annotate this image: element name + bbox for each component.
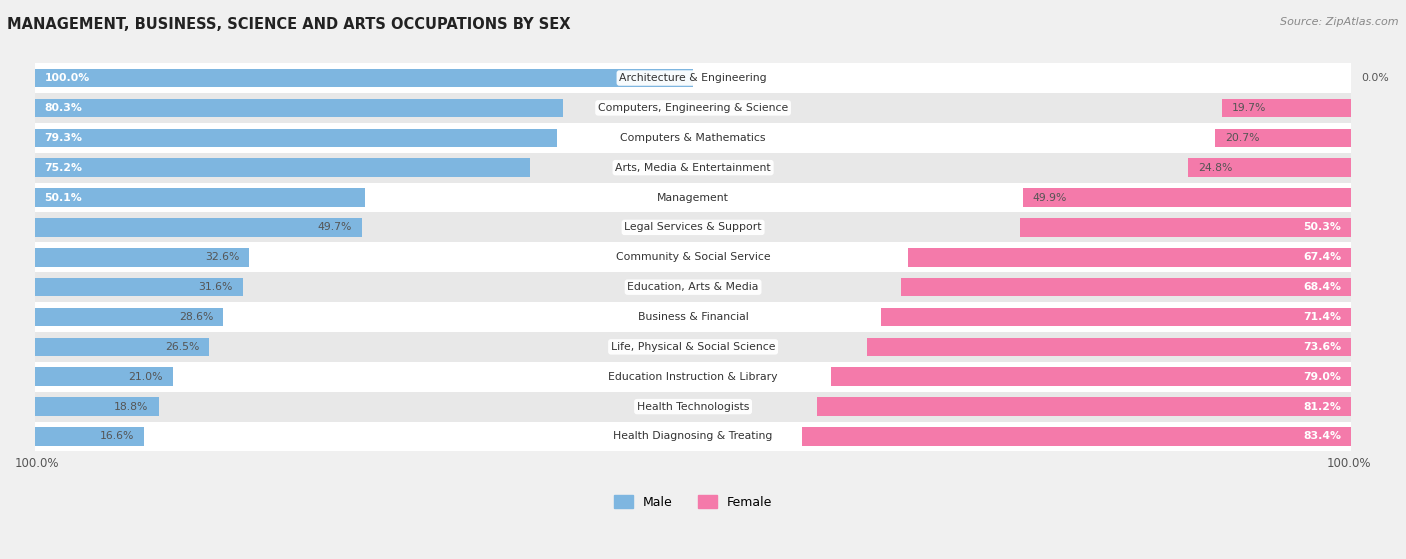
Text: 83.4%: 83.4%: [1303, 432, 1341, 442]
Bar: [35, 367, 173, 386]
Bar: [35, 427, 143, 446]
Text: 21.0%: 21.0%: [128, 372, 163, 382]
Bar: [35, 308, 224, 326]
Text: Community & Social Service: Community & Social Service: [616, 252, 770, 262]
Text: 79.0%: 79.0%: [1303, 372, 1341, 382]
Bar: [35, 242, 1351, 272]
Text: 18.8%: 18.8%: [114, 401, 149, 411]
Bar: [35, 362, 1351, 392]
Bar: [35, 272, 1351, 302]
Bar: [35, 158, 530, 177]
Text: 79.3%: 79.3%: [45, 133, 83, 143]
Text: Computers, Engineering & Science: Computers, Engineering & Science: [598, 103, 789, 113]
Bar: [35, 188, 364, 207]
Text: 75.2%: 75.2%: [45, 163, 83, 173]
Bar: [35, 248, 249, 267]
Bar: [35, 278, 243, 296]
Bar: [35, 218, 361, 236]
Bar: [35, 332, 1351, 362]
Text: Education, Arts & Media: Education, Arts & Media: [627, 282, 759, 292]
Bar: [868, 338, 1351, 356]
Bar: [35, 63, 1351, 93]
Text: Source: ZipAtlas.com: Source: ZipAtlas.com: [1281, 17, 1399, 27]
Text: 80.3%: 80.3%: [45, 103, 83, 113]
Bar: [35, 183, 1351, 212]
Bar: [1021, 218, 1351, 236]
Text: 24.8%: 24.8%: [1198, 163, 1233, 173]
Bar: [35, 302, 1351, 332]
Text: Architecture & Engineering: Architecture & Engineering: [619, 73, 766, 83]
Bar: [1188, 158, 1351, 177]
Text: 81.2%: 81.2%: [1303, 401, 1341, 411]
Text: 20.7%: 20.7%: [1225, 133, 1260, 143]
Bar: [35, 338, 209, 356]
Bar: [35, 212, 1351, 242]
Text: Health Diagnosing & Treating: Health Diagnosing & Treating: [613, 432, 773, 442]
Bar: [1215, 129, 1351, 147]
Bar: [35, 123, 1351, 153]
Text: 16.6%: 16.6%: [100, 432, 134, 442]
Bar: [908, 248, 1351, 267]
Text: Life, Physical & Social Science: Life, Physical & Social Science: [610, 342, 775, 352]
Text: 100.0%: 100.0%: [45, 73, 90, 83]
Text: 0.0%: 0.0%: [1361, 73, 1389, 83]
Bar: [35, 69, 693, 87]
Text: 100.0%: 100.0%: [15, 457, 59, 471]
Bar: [35, 392, 1351, 421]
Text: 68.4%: 68.4%: [1303, 282, 1341, 292]
Bar: [1024, 188, 1351, 207]
Text: 67.4%: 67.4%: [1303, 252, 1341, 262]
Bar: [35, 129, 557, 147]
Text: 50.3%: 50.3%: [1303, 222, 1341, 233]
Text: 31.6%: 31.6%: [198, 282, 233, 292]
Text: 71.4%: 71.4%: [1303, 312, 1341, 322]
Bar: [35, 153, 1351, 183]
Bar: [35, 397, 159, 416]
Text: Business & Financial: Business & Financial: [638, 312, 748, 322]
Text: MANAGEMENT, BUSINESS, SCIENCE AND ARTS OCCUPATIONS BY SEX: MANAGEMENT, BUSINESS, SCIENCE AND ARTS O…: [7, 17, 571, 32]
Text: 100.0%: 100.0%: [1327, 457, 1371, 471]
Legend: Male, Female: Male, Female: [609, 490, 778, 514]
Text: Health Technologists: Health Technologists: [637, 401, 749, 411]
Text: 28.6%: 28.6%: [179, 312, 214, 322]
Text: Legal Services & Support: Legal Services & Support: [624, 222, 762, 233]
Bar: [882, 308, 1351, 326]
Bar: [35, 93, 1351, 123]
Text: Management: Management: [657, 192, 730, 202]
Text: 49.9%: 49.9%: [1033, 192, 1067, 202]
Bar: [803, 427, 1351, 446]
Bar: [817, 397, 1351, 416]
Text: Education Instruction & Library: Education Instruction & Library: [609, 372, 778, 382]
Bar: [1222, 98, 1351, 117]
Text: 50.1%: 50.1%: [45, 192, 83, 202]
Text: Arts, Media & Entertainment: Arts, Media & Entertainment: [616, 163, 770, 173]
Bar: [35, 98, 564, 117]
Bar: [901, 278, 1351, 296]
Bar: [35, 421, 1351, 452]
Text: 32.6%: 32.6%: [205, 252, 239, 262]
Bar: [831, 367, 1351, 386]
Text: 19.7%: 19.7%: [1232, 103, 1265, 113]
Text: 26.5%: 26.5%: [165, 342, 200, 352]
Text: 73.6%: 73.6%: [1303, 342, 1341, 352]
Text: 49.7%: 49.7%: [318, 222, 352, 233]
Text: Computers & Mathematics: Computers & Mathematics: [620, 133, 766, 143]
